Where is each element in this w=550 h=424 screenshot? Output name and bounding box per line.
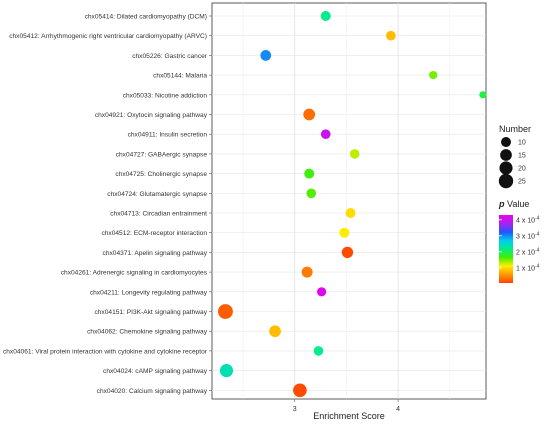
size-legend-dot bbox=[500, 149, 512, 161]
pvalue-legend: p Value 4 x 10-4 3 x 10-4 2 x 10-4 1 x 10-4 bbox=[498, 199, 540, 283]
size-legend-label: 20 bbox=[518, 166, 526, 173]
data-point bbox=[349, 149, 360, 159]
data-point bbox=[320, 11, 331, 21]
data-point bbox=[293, 383, 307, 398]
data-point bbox=[301, 266, 313, 278]
data-point bbox=[479, 91, 487, 99]
pvalue-legend-label: 2 x 10-4 bbox=[516, 247, 540, 256]
y-tick-label: chx04261: Adrenergic signaling in cardio… bbox=[61, 270, 208, 277]
data-point bbox=[218, 304, 233, 319]
y-tick-label: chx04921: Oxytocin signaling pathway bbox=[95, 112, 208, 119]
data-point bbox=[386, 30, 396, 41]
x-axis-title: Enrichment Score bbox=[313, 411, 385, 421]
data-point bbox=[341, 246, 354, 259]
data-point bbox=[429, 70, 438, 80]
y-tick-label: chx04024: cAMP signaling pathway bbox=[103, 368, 208, 375]
y-tick-label: chx04725: Cholinergic synapse bbox=[115, 171, 207, 178]
y-tick-label: chx04911: Insulin secretion bbox=[128, 132, 208, 139]
data-point bbox=[320, 129, 331, 139]
y-tick-label: chx05226: Gastric cancer bbox=[132, 53, 208, 60]
y-tick-label: chx04061: Viral protein interaction with… bbox=[3, 348, 208, 355]
size-legend-title: Number bbox=[499, 124, 531, 134]
size-legend-dot bbox=[501, 137, 511, 147]
pvalue-legend-label: 3 x 10-4 bbox=[516, 231, 540, 240]
pvalue-legend-label: 4 x 10-4 bbox=[516, 215, 540, 224]
y-tick-label: chx04211: Longevity regulating pathway bbox=[90, 289, 208, 296]
y-tick-label: chx05033: Nicotine addiction bbox=[123, 92, 208, 99]
y-tick-label: chx04151: PI3K-Akt signaling pathway bbox=[94, 309, 207, 316]
y-tick-label: chx04371: Apelin signaling pathway bbox=[103, 250, 208, 257]
data-point bbox=[303, 108, 316, 121]
y-axis-labels: chx05414: Dilated cardiomyopathy (DCM) ch… bbox=[3, 14, 212, 395]
y-tick-label: chx05414: Dilated cardiomyopathy (DCM) bbox=[85, 14, 207, 21]
pvalue-colorbar bbox=[499, 215, 513, 283]
size-legend-dot bbox=[498, 173, 514, 189]
size-legend-label: 15 bbox=[518, 153, 526, 160]
size-legend-label: 25 bbox=[518, 179, 526, 186]
y-tick-label: chx04724: Glutamatergic synapse bbox=[107, 191, 207, 198]
data-point bbox=[269, 325, 281, 338]
y-tick-label: chx05144: Malaria bbox=[153, 73, 207, 80]
data-point bbox=[260, 50, 272, 61]
data-point bbox=[339, 227, 350, 238]
y-tick-label: chx04713: Circadian entrainment bbox=[110, 211, 207, 218]
y-tick-label: chx04020: Calcium signaling pathway bbox=[97, 388, 208, 395]
size-legend: Number 10 15 20 25 bbox=[498, 124, 531, 189]
plot-panel bbox=[211, 2, 487, 400]
y-tick-label: chx05412: Arrhythmogenic right ventricul… bbox=[9, 33, 207, 40]
data-point bbox=[306, 188, 317, 199]
size-legend-label: 10 bbox=[518, 140, 526, 147]
data-point bbox=[317, 287, 327, 297]
data-points bbox=[218, 11, 487, 398]
pvalue-legend-title: p Value bbox=[498, 199, 529, 209]
data-point bbox=[219, 364, 234, 378]
x-tick-label: 4 bbox=[396, 406, 400, 413]
size-legend-dot bbox=[499, 161, 513, 175]
data-point bbox=[313, 346, 324, 356]
data-point bbox=[304, 168, 315, 179]
y-tick-label: chx04062: Chemokine signaling pathway bbox=[87, 329, 208, 336]
pvalue-legend-label: 1 x 10-4 bbox=[516, 263, 540, 272]
y-tick-label: chx04512: ECM-receptor interaction bbox=[101, 230, 207, 237]
data-point bbox=[345, 208, 356, 218]
y-tick-label: chx04727: GABAergic synapse bbox=[116, 151, 208, 158]
x-tick-label: 3 bbox=[293, 406, 297, 413]
